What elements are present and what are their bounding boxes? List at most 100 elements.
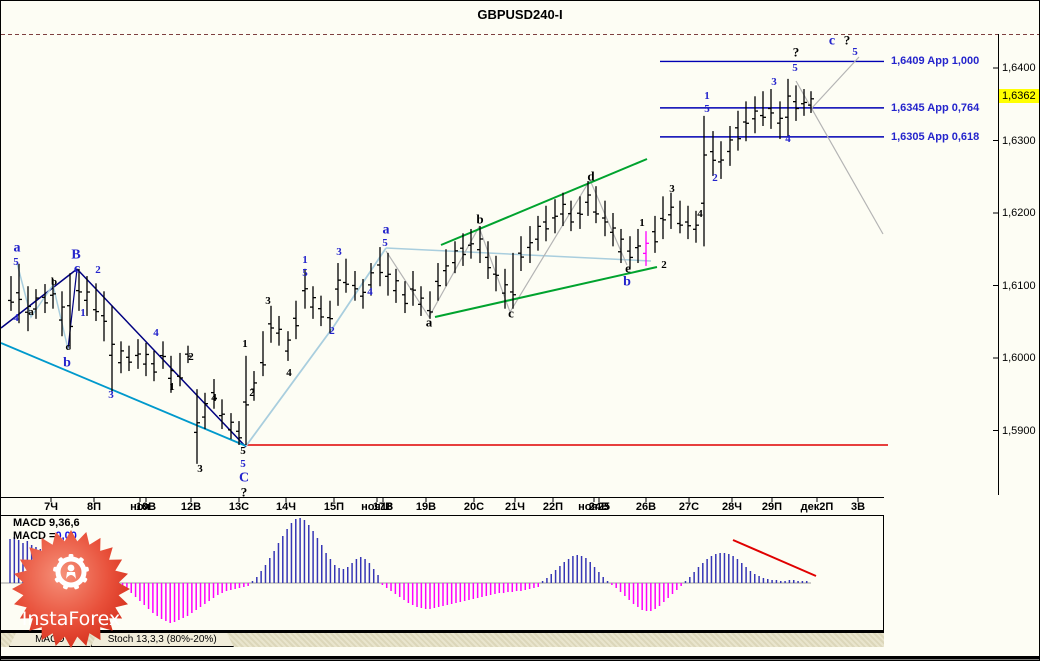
wave-label: a bbox=[28, 306, 34, 318]
chart-title: GBPUSD240-I bbox=[477, 7, 563, 22]
wave-label: 1 bbox=[639, 217, 645, 229]
time-axis-label: ноя18 bbox=[361, 501, 393, 513]
macd-trendline[interactable] bbox=[732, 539, 817, 577]
wave-label: d bbox=[587, 169, 595, 184]
time-axis-label: 7Ч bbox=[44, 501, 58, 513]
wave-label: B bbox=[71, 248, 80, 263]
wave-label: 5 bbox=[240, 458, 246, 470]
wave-label: c bbox=[66, 341, 71, 353]
wave-label: b bbox=[51, 276, 57, 288]
wave-label: 3 bbox=[197, 463, 203, 475]
logo-gear-person-icon bbox=[53, 554, 89, 590]
macd-pane-bottom-border bbox=[1, 630, 884, 633]
price-axis-label: 1,5900 bbox=[1002, 424, 1036, 437]
navy-impulse-down[interactable] bbox=[76, 268, 247, 448]
green-channel-upper[interactable] bbox=[440, 158, 648, 246]
time-axis-label: 10В bbox=[135, 501, 157, 513]
fibo-level-label: 1,6409 App 1,000 bbox=[891, 55, 980, 68]
logo-starburst bbox=[12, 530, 130, 648]
wave-label: e bbox=[625, 261, 631, 276]
wave-label: 4 bbox=[697, 208, 703, 220]
time-axis-label: 29П bbox=[761, 501, 783, 513]
time-axis-label: 17В bbox=[372, 501, 394, 513]
pale-flat[interactable] bbox=[385, 247, 652, 262]
wave-label: ? bbox=[844, 33, 851, 48]
wave-label: 4 bbox=[153, 327, 159, 339]
time-axis-label: 19В bbox=[415, 501, 437, 513]
wave-label: 5 bbox=[704, 103, 710, 115]
wave-label: 1 bbox=[704, 90, 710, 102]
wave-label: 4 bbox=[367, 286, 373, 298]
instaforex-logo: InstaForex bbox=[12, 530, 130, 648]
fibo-level-label: 1,6345 App 0,764 bbox=[891, 101, 980, 114]
wave-label: C bbox=[239, 471, 249, 486]
wave-label: 4 bbox=[785, 133, 791, 145]
wave-label: 4 bbox=[13, 312, 19, 324]
time-axis-label: 24В bbox=[588, 501, 610, 513]
green-channel-lower[interactable] bbox=[434, 266, 658, 318]
time-axis-label: 13С bbox=[228, 501, 250, 513]
wave-label: 5 bbox=[13, 256, 19, 268]
time-axis-label: ноя25 bbox=[578, 501, 610, 513]
wave-label: b bbox=[476, 212, 483, 227]
wave-label: 2 bbox=[712, 172, 718, 184]
wave-label: 1 bbox=[242, 338, 248, 350]
time-axis-label: 8П bbox=[86, 501, 102, 513]
wave-label: 4 bbox=[211, 392, 217, 404]
wave-label: 1 bbox=[302, 254, 308, 266]
wave-label: 5 bbox=[240, 445, 246, 457]
wave-label: 3 bbox=[108, 389, 114, 401]
price-axis-label: 1,6000 bbox=[1002, 352, 1036, 364]
wave-label: c bbox=[508, 306, 514, 321]
wave-label: c bbox=[829, 34, 835, 49]
wave-label: 1 bbox=[80, 307, 86, 319]
time-axis-label: 20С bbox=[463, 501, 485, 513]
wave-label: 1 bbox=[169, 381, 175, 393]
cyan-uptrend[interactable] bbox=[245, 247, 387, 447]
time-axis-label: 12В bbox=[180, 501, 202, 513]
wave-label: 2 bbox=[95, 264, 101, 276]
wave-label: 2 bbox=[329, 325, 335, 337]
wave-label: 5 bbox=[852, 46, 858, 58]
wave-label: 2 bbox=[249, 387, 255, 399]
wave-label: 5 bbox=[792, 62, 798, 74]
wave-label: b bbox=[623, 275, 631, 290]
wave-label: 3 bbox=[336, 246, 342, 258]
wave-label: a bbox=[14, 241, 21, 256]
time-axis-label: дек2П bbox=[800, 501, 834, 513]
wave-label: ? bbox=[793, 45, 800, 60]
current-price-badge: 1,6362 bbox=[999, 88, 1039, 103]
wave-label: ? bbox=[241, 485, 248, 500]
time-axis-label: 27С bbox=[678, 501, 700, 513]
wave-label: 5 bbox=[382, 237, 388, 249]
fibo-level-label: 1,6305 App 0,618 bbox=[891, 130, 980, 143]
cyan-downtrend[interactable] bbox=[1, 342, 247, 447]
wave-label: 3 bbox=[771, 76, 777, 88]
wave-label: 5 bbox=[302, 267, 308, 279]
pale-abc-zigzag[interactable] bbox=[16, 262, 69, 350]
indicator-tab-label: Stoch 13,3,3 (80%-20%) bbox=[107, 634, 217, 645]
wave-label: a bbox=[426, 315, 433, 330]
time-axis-label: ноя bbox=[130, 501, 150, 513]
wave-label: a bbox=[383, 223, 390, 238]
time-axis-label: 21Ч bbox=[505, 501, 525, 513]
wave-label: b bbox=[63, 356, 71, 371]
wave-label: 3 bbox=[265, 295, 271, 307]
gray-triangle[interactable] bbox=[385, 178, 628, 319]
window-bottom-border bbox=[1, 656, 1039, 660]
wave-label: 2 bbox=[661, 259, 667, 271]
wave-label: 2 bbox=[188, 351, 194, 363]
macd-indicator-name: MACD 9,36,6 bbox=[13, 517, 80, 529]
time-axis-label: 15П bbox=[323, 501, 345, 513]
time-axis-label: 22П bbox=[542, 501, 564, 513]
gray-projection-down[interactable] bbox=[795, 80, 884, 235]
price-axis-label: 1,6200 bbox=[1002, 207, 1036, 219]
logo-text: InstaForex bbox=[22, 608, 121, 630]
time-axis-label: 3В bbox=[850, 501, 866, 513]
price-axis-label: 1,6400 bbox=[1002, 62, 1036, 74]
time-axis-label: 26В bbox=[635, 501, 657, 513]
time-axis-label: 28Ч bbox=[722, 501, 742, 513]
gray-projection-up[interactable] bbox=[810, 56, 860, 110]
